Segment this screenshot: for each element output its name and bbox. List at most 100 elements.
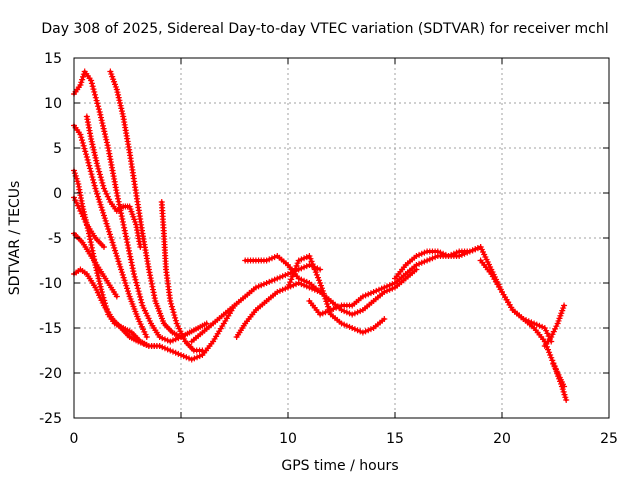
y-tick-label: -5 [48,231,62,247]
data-point [123,236,130,243]
data-point [103,136,110,143]
series-track-i [158,199,206,354]
data-point [194,354,201,361]
x-axis-label: GPS time / hours [281,458,398,474]
data-point [98,204,105,211]
y-tick-label: -15 [39,321,62,337]
data-point [100,209,107,216]
data-point [117,100,124,106]
data-point [106,196,113,203]
data-point [161,336,168,343]
data-point [330,305,337,312]
data-point [103,139,110,146]
data-point [115,94,122,101]
data-point [101,128,108,135]
data-point [112,247,119,254]
data-point [333,304,340,311]
data-point [282,272,289,279]
data-point [549,331,556,338]
data-point [170,309,177,316]
data-point [362,292,369,299]
data-point [551,363,558,370]
data-point [381,316,388,322]
series-track-m [285,253,388,336]
data-point [86,162,93,169]
series-track-c [71,122,150,340]
data-point [271,276,278,283]
data-point [169,337,176,344]
data-point [318,285,325,292]
data-point [76,205,83,212]
data-point [91,88,98,95]
series-track-o [392,244,570,403]
data-point [546,349,553,356]
data-point [317,280,324,286]
data-point [295,275,302,282]
data-point [544,330,551,337]
data-point [108,236,115,243]
data-point [203,320,210,327]
data-point [469,247,476,254]
data-point [191,355,198,362]
data-point [122,230,129,237]
data-point [168,303,175,310]
series-track-b [107,68,210,340]
data-point [346,323,353,330]
data-point [83,151,90,158]
x-tick-label: 20 [493,431,511,447]
data-point [120,274,127,281]
data-point [298,276,305,283]
chart-title: Day 308 of 2025, Sidereal Day-to-day VTE… [41,21,608,37]
data-point [554,369,561,376]
x-tick-label: 0 [70,431,79,447]
data-point [301,264,308,271]
series-track-k [233,280,324,340]
data-point [285,271,291,277]
data-point [343,322,350,329]
data-point [121,277,128,284]
data-point [375,286,382,293]
data-point [143,334,150,340]
data-point [127,253,134,260]
x-tick-label: 15 [386,431,404,447]
data-point [106,231,113,238]
data-point [321,293,328,300]
data-point [543,327,550,334]
data-point [122,233,129,240]
data-point [96,109,103,115]
y-tick-label: 0 [53,186,62,202]
data-point [531,320,538,327]
data-point [82,148,89,155]
data-point [362,328,369,335]
data-point [143,341,150,348]
data-point [103,220,110,227]
data-point [378,285,385,292]
series-track-e [71,266,238,363]
data-point [327,307,334,313]
data-point [134,282,141,289]
data-point [106,228,113,235]
data-point [99,207,106,214]
data-point [124,288,131,295]
data-point [90,146,97,153]
data-point [124,239,131,246]
data-point [309,261,316,268]
data-point [180,353,187,360]
data-point [85,159,92,166]
data-point [289,273,296,280]
data-point [178,352,184,358]
data-point [131,273,138,280]
data-point [323,298,330,305]
data-point [301,255,308,262]
data-point [92,94,99,101]
data-point [79,139,86,146]
data-point [91,149,98,156]
data-point [100,185,107,192]
data-point [95,165,102,172]
data-point [175,350,182,357]
data-point [135,288,142,295]
data-point [72,197,79,204]
data-point [316,277,323,284]
data-point [113,86,120,93]
data-point [77,208,84,214]
